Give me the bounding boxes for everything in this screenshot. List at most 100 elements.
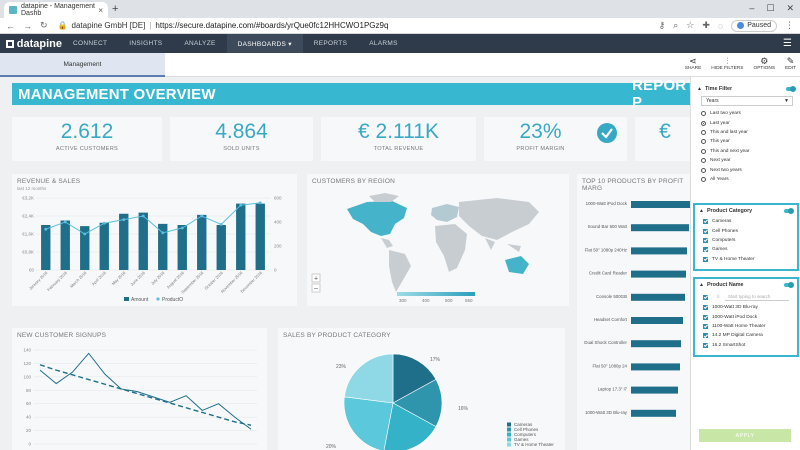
nav-reports[interactable]: REPORTS — [313, 40, 348, 47]
map-region-greenland[interactable] — [369, 193, 399, 202]
revenue-bar[interactable] — [60, 220, 70, 271]
pie-slice[interactable] — [344, 353, 394, 404]
apply-button[interactable]: APPLY — [699, 429, 791, 442]
map-region-south-america[interactable] — [389, 250, 411, 292]
product-option[interactable]: 1000-Watt 3D Blu-ray — [695, 303, 797, 312]
revenue-bar[interactable] — [99, 222, 109, 270]
product-bar[interactable] — [631, 247, 687, 255]
pie-slice[interactable] — [383, 402, 437, 450]
revenue-bar[interactable] — [197, 214, 207, 270]
product-bar[interactable] — [631, 340, 681, 348]
checkbox[interactable] — [703, 314, 708, 320]
product-option[interactable]: 1100-Watt Home Theater — [695, 322, 797, 331]
checkbox[interactable] — [703, 237, 708, 243]
radio-button[interactable] — [701, 158, 706, 164]
revenue-bar[interactable] — [177, 225, 187, 270]
tab-management[interactable]: Management — [0, 53, 165, 77]
time-option[interactable]: This and last year — [693, 128, 799, 137]
checkbox[interactable] — [703, 247, 708, 253]
time-filter-toggle[interactable] — [786, 86, 796, 92]
nav-connect[interactable]: CONNECT — [73, 40, 108, 47]
extension-icon[interactable]: ◌ — [717, 20, 724, 31]
options-button[interactable]: ⚙ OPTIONS — [753, 56, 776, 71]
maximize-icon[interactable]: ☐ — [766, 3, 775, 13]
nav-alarms[interactable]: ALARMS — [369, 40, 398, 47]
product-bar[interactable] — [631, 317, 683, 324]
radio-button[interactable] — [701, 111, 706, 117]
map-region-central-america[interactable] — [381, 238, 393, 248]
logo[interactable]: datapine — [0, 38, 62, 50]
back-icon[interactable]: ← — [6, 20, 15, 31]
product-point[interactable] — [44, 227, 48, 231]
product-bar[interactable] — [631, 363, 680, 371]
map-zoom-out-button[interactable] — [311, 283, 321, 293]
pie-slice[interactable] — [392, 378, 443, 428]
forward-icon[interactable]: → — [23, 20, 32, 31]
product-option[interactable]: 1000-Watt iPod Dock — [695, 312, 797, 321]
product-point[interactable] — [63, 220, 67, 224]
revenue-bar[interactable] — [119, 213, 129, 270]
map-region-europe[interactable] — [431, 204, 459, 222]
time-option[interactable]: This year — [693, 137, 799, 146]
edit-button[interactable]: ✎ EDIT — [785, 56, 796, 71]
revenue-bar[interactable] — [41, 225, 51, 270]
revenue-bar[interactable] — [80, 226, 90, 270]
revenue-bar[interactable] — [216, 225, 226, 270]
caret-up-icon[interactable]: ▲ — [699, 208, 704, 214]
radio-button[interactable] — [701, 176, 706, 182]
revenue-bar[interactable] — [255, 203, 265, 270]
map-region-north-america[interactable] — [347, 201, 407, 236]
pie-slice[interactable] — [343, 396, 394, 450]
checkbox[interactable] — [703, 333, 708, 339]
map-region-australia[interactable] — [505, 256, 529, 274]
product-bar[interactable] — [631, 201, 690, 208]
extension-icon[interactable]: ✚ — [702, 20, 710, 30]
menu-dots-icon[interactable]: ⋮ — [785, 20, 794, 30]
map-region-asia[interactable] — [459, 198, 539, 240]
product-point[interactable] — [258, 201, 262, 205]
category-option[interactable]: Games — [695, 245, 797, 254]
new-tab-icon[interactable]: + — [112, 3, 119, 15]
checkbox[interactable] — [703, 228, 708, 234]
product-category-toggle[interactable] — [784, 208, 794, 214]
radio-button[interactable] — [701, 120, 706, 126]
time-option[interactable]: Last two years — [693, 109, 799, 118]
product-bar[interactable] — [631, 409, 676, 417]
product-bar[interactable] — [631, 386, 678, 394]
map-region-africa[interactable] — [435, 224, 467, 272]
time-filter-select[interactable]: Years ▼ — [701, 96, 793, 106]
product-bar[interactable] — [631, 224, 689, 232]
revenue-bar[interactable] — [158, 223, 168, 270]
category-option[interactable]: Computers — [695, 236, 797, 245]
product-option[interactable]: 16.2 SmartShot — [695, 341, 797, 350]
product-point[interactable] — [141, 214, 145, 218]
product-name-toggle[interactable] — [784, 282, 794, 288]
radio-button[interactable] — [701, 139, 706, 145]
caret-up-icon[interactable]: ▲ — [699, 282, 704, 288]
close-tab-icon[interactable]: × — [98, 5, 103, 15]
map-region-southeast-asia[interactable] — [507, 244, 521, 252]
browser-tab[interactable]: datapine - Management Dashb × — [4, 2, 108, 18]
nav-insights[interactable]: INSIGHTS — [129, 40, 163, 47]
hide-filters-button[interactable]: ⫶ HIDE FILTERS — [711, 56, 744, 71]
time-option[interactable]: Next year — [693, 156, 799, 165]
caret-up-icon[interactable]: ▲ — [697, 86, 702, 92]
product-point[interactable] — [161, 231, 165, 235]
nav-analyze[interactable]: ANALYZE — [184, 40, 216, 47]
hamburger-menu-icon[interactable]: ☰ — [783, 38, 792, 49]
product-point[interactable] — [200, 214, 204, 218]
product-point[interactable] — [102, 221, 106, 225]
share-button[interactable]: ⋖ SHARE — [684, 56, 702, 71]
reload-icon[interactable]: ↻ — [40, 20, 48, 30]
time-option[interactable]: Next two years — [693, 165, 799, 174]
product-point[interactable] — [83, 232, 87, 236]
product-option[interactable]: 14.2 MP Digital Camera — [695, 331, 797, 340]
product-bar[interactable] — [631, 270, 686, 278]
checkbox[interactable] — [703, 342, 708, 348]
minimize-icon[interactable]: – — [749, 3, 755, 13]
revenue-bar[interactable] — [236, 203, 246, 270]
map-zoom-in-button[interactable] — [311, 273, 321, 283]
radio-button[interactable] — [701, 167, 706, 173]
key-icon[interactable]: ⚷ — [658, 20, 666, 30]
profile-button[interactable]: Paused — [731, 19, 777, 32]
